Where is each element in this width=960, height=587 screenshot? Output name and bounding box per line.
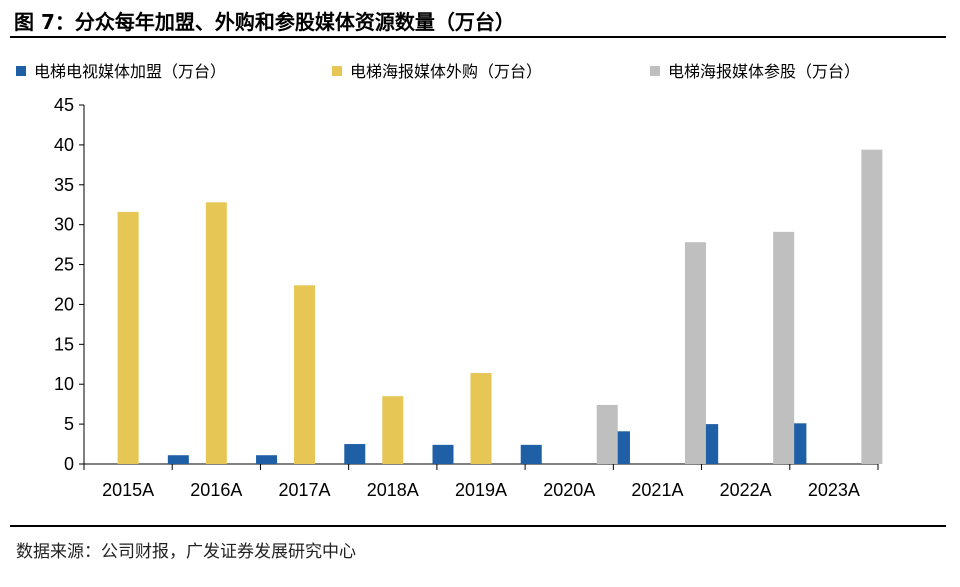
bar-series-2 <box>382 396 404 464</box>
bar-series-2 <box>470 373 492 464</box>
legend-swatch-series-3 <box>650 66 660 76</box>
bar-chart: 电梯电视媒体加盟（万台） 电梯海报媒体外购（万台） 电梯海报媒体参股（万台） 0… <box>16 62 883 500</box>
x-tick-label: 2017A <box>279 480 331 500</box>
legend: 电梯电视媒体加盟（万台） 电梯海报媒体外购（万台） 电梯海报媒体参股（万台） <box>16 62 860 81</box>
x-tick-label: 2015A <box>102 480 154 500</box>
legend-swatch-series-2 <box>332 66 342 76</box>
bar-series-2 <box>205 202 227 464</box>
y-tick-label: 25 <box>54 255 74 275</box>
bar-series-3 <box>684 242 706 464</box>
bar-series-3 <box>596 404 618 464</box>
y-tick-label: 0 <box>64 454 74 474</box>
y-tick-label: 35 <box>54 175 74 195</box>
y-tick-label: 45 <box>54 95 74 115</box>
x-tick-label: 2023A <box>808 480 860 500</box>
title-rule <box>10 36 946 38</box>
y-tick-label: 40 <box>54 135 74 155</box>
x-tick-label: 2018A <box>367 480 419 500</box>
x-tick-label: 2019A <box>455 480 507 500</box>
bar-series-3 <box>773 231 795 464</box>
legend-swatch-series-1 <box>16 66 26 76</box>
legend-label-series-2: 电梯海报媒体外购（万台） <box>350 62 542 81</box>
x-tick-label: 2016A <box>190 480 242 500</box>
x-axis: 2015A 2016A 2017A 2018A 2019A 2020A 2021A 2022A… <box>83 463 879 500</box>
bar-series-1 <box>167 455 189 464</box>
y-tick-label: 30 <box>54 215 74 235</box>
bar-series-1 <box>256 455 278 464</box>
x-tick-label: 2020A <box>543 480 595 500</box>
source-note: 数据来源：公司财报，广发证券发展研究中心 <box>16 542 356 562</box>
bars <box>117 149 883 465</box>
bar-series-1 <box>344 444 366 464</box>
bar-series-3 <box>861 149 883 465</box>
y-tick-label: 5 <box>64 414 74 434</box>
bar-series-2 <box>294 285 316 464</box>
footer-rule <box>10 525 946 527</box>
bar-series-1 <box>432 444 454 464</box>
x-tick-label: 2022A <box>720 480 772 500</box>
y-tick-label: 20 <box>54 294 74 314</box>
y-tick-label: 10 <box>54 374 74 394</box>
legend-label-series-1: 电梯电视媒体加盟（万台） <box>34 62 226 81</box>
x-tick-label: 2021A <box>631 480 683 500</box>
legend-label-series-3: 电梯海报媒体参股（万台） <box>668 62 860 81</box>
chart-title: 图 7：分众每年加盟、外购和参股媒体资源数量（万台） <box>14 10 515 34</box>
y-tick-label: 15 <box>54 334 74 354</box>
y-axis: 0 5 10 15 20 25 30 35 40 45 <box>54 95 85 474</box>
bar-series-2 <box>117 211 139 464</box>
bar-series-1 <box>520 444 542 464</box>
